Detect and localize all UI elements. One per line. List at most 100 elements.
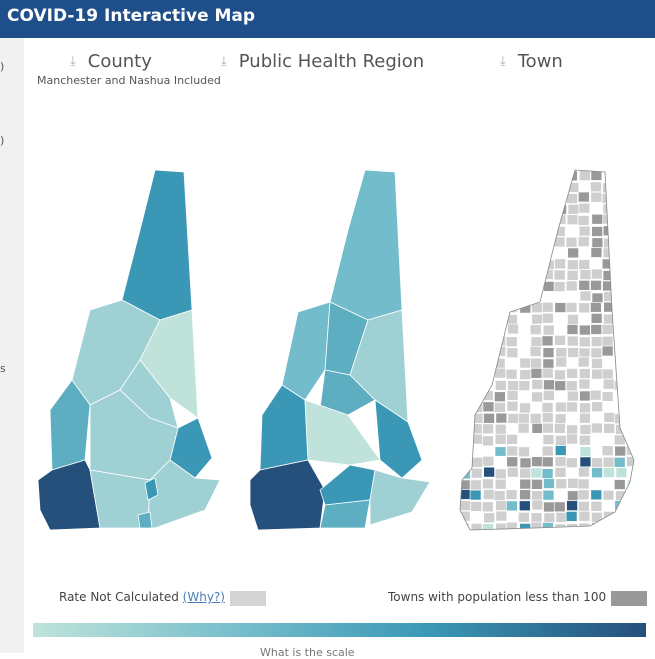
town-cell[interactable]	[578, 302, 591, 314]
town-cell[interactable]	[531, 313, 544, 325]
town-cell[interactable]	[494, 182, 507, 194]
town-cell[interactable]	[590, 301, 602, 313]
town-cell[interactable]	[519, 258, 531, 270]
town-cell[interactable]	[483, 193, 495, 204]
town-cell[interactable]	[589, 389, 602, 401]
town-cell[interactable]	[614, 324, 627, 335]
town-cell[interactable]	[505, 368, 518, 380]
town-cell[interactable]	[542, 358, 555, 370]
town-cell[interactable]	[591, 511, 603, 523]
town-cell[interactable]	[601, 335, 614, 347]
town-cell[interactable]	[567, 259, 579, 271]
town-cell[interactable]	[566, 170, 578, 182]
town-cell[interactable]	[543, 512, 556, 524]
town-cell[interactable]	[494, 478, 507, 490]
town-cell[interactable]	[578, 202, 591, 214]
town-cell[interactable]	[519, 457, 532, 469]
town-cell[interactable]	[458, 401, 470, 412]
town-cell[interactable]	[507, 413, 520, 424]
town-cell[interactable]	[602, 182, 614, 194]
town-cell[interactable]	[567, 357, 580, 368]
town-cell[interactable]	[613, 247, 626, 259]
town-cell[interactable]	[530, 367, 543, 379]
town-cell[interactable]	[531, 257, 543, 269]
town-cell[interactable]	[614, 258, 627, 269]
town-cell[interactable]	[565, 236, 578, 248]
town-cell[interactable]	[506, 247, 519, 259]
town-cell[interactable]	[530, 434, 542, 446]
town-cell[interactable]	[579, 247, 592, 259]
town-cell[interactable]	[566, 424, 578, 436]
town-cell[interactable]	[459, 468, 471, 480]
town-cell[interactable]	[625, 434, 637, 446]
town-cell[interactable]	[460, 181, 471, 193]
town-cell[interactable]	[578, 347, 591, 359]
town-cell[interactable]	[493, 490, 506, 502]
town-cell[interactable]	[578, 336, 591, 348]
town-cell[interactable]	[531, 191, 544, 203]
town-cell[interactable]	[541, 445, 554, 457]
town-cell[interactable]	[470, 181, 482, 193]
town-cell[interactable]	[553, 170, 566, 182]
town-cell[interactable]	[553, 269, 566, 281]
town-cell[interactable]	[505, 191, 518, 203]
town-cell[interactable]	[567, 477, 579, 489]
town-cell[interactable]	[590, 500, 603, 512]
town-cell[interactable]	[519, 478, 532, 490]
tab-public-health-region[interactable]: ⤓ Public Health Region	[221, 48, 424, 74]
town-cell[interactable]	[554, 523, 567, 534]
town-cell[interactable]	[470, 523, 483, 533]
town-cell[interactable]	[590, 435, 603, 447]
town-cell[interactable]	[470, 423, 483, 435]
tab-town[interactable]: ⤓ Town	[500, 48, 563, 74]
town-cell[interactable]	[506, 170, 519, 181]
town-cell[interactable]	[494, 236, 507, 248]
town-cell[interactable]	[494, 391, 506, 403]
town-cell[interactable]	[553, 281, 566, 292]
town-cell[interactable]	[471, 281, 484, 293]
town-cell[interactable]	[530, 336, 543, 348]
town-cell[interactable]	[613, 291, 626, 302]
town-cell[interactable]	[627, 248, 639, 259]
town-cell[interactable]	[555, 488, 568, 500]
town-cell[interactable]	[494, 433, 507, 445]
town-cell[interactable]	[518, 291, 531, 302]
town-cell[interactable]	[494, 402, 506, 413]
town-cell[interactable]	[567, 490, 579, 502]
town-cell[interactable]	[554, 214, 567, 225]
town-cell[interactable]	[579, 390, 591, 402]
town-cell[interactable]	[627, 335, 638, 347]
town-cell[interactable]	[578, 259, 591, 270]
town-cell[interactable]	[615, 522, 627, 533]
town-cell[interactable]	[494, 468, 507, 480]
town-cell[interactable]	[494, 423, 507, 435]
town-cell[interactable]	[530, 170, 543, 182]
town-cell[interactable]	[530, 214, 543, 226]
town-cell[interactable]	[601, 445, 614, 457]
town-cell[interactable]	[482, 489, 495, 500]
town-cell[interactable]	[471, 291, 484, 303]
town-cell[interactable]	[517, 422, 530, 434]
town-cell[interactable]	[591, 467, 603, 479]
town-cell[interactable]	[518, 412, 530, 424]
town-cell[interactable]	[555, 292, 568, 303]
town-cell[interactable]	[460, 236, 472, 248]
town-cell[interactable]	[494, 446, 507, 458]
town-cell[interactable]	[603, 434, 615, 446]
town-cell[interactable]	[531, 499, 544, 511]
town-cell[interactable]	[613, 203, 626, 215]
town-cell[interactable]	[482, 455, 495, 467]
town-cell[interactable]	[554, 413, 567, 425]
town-cell[interactable]	[519, 489, 531, 501]
town-cell[interactable]	[530, 467, 543, 479]
town-cell[interactable]	[506, 235, 519, 247]
town-cell[interactable]	[554, 314, 567, 325]
town-cell[interactable]	[566, 500, 578, 512]
town-cell[interactable]	[459, 170, 471, 182]
town-cell[interactable]	[506, 226, 519, 238]
town-cell[interactable]	[590, 336, 603, 348]
town-cell[interactable]	[470, 202, 482, 214]
town-cell[interactable]	[531, 391, 544, 403]
town-cell[interactable]	[578, 170, 591, 181]
town-cell[interactable]	[602, 213, 615, 225]
